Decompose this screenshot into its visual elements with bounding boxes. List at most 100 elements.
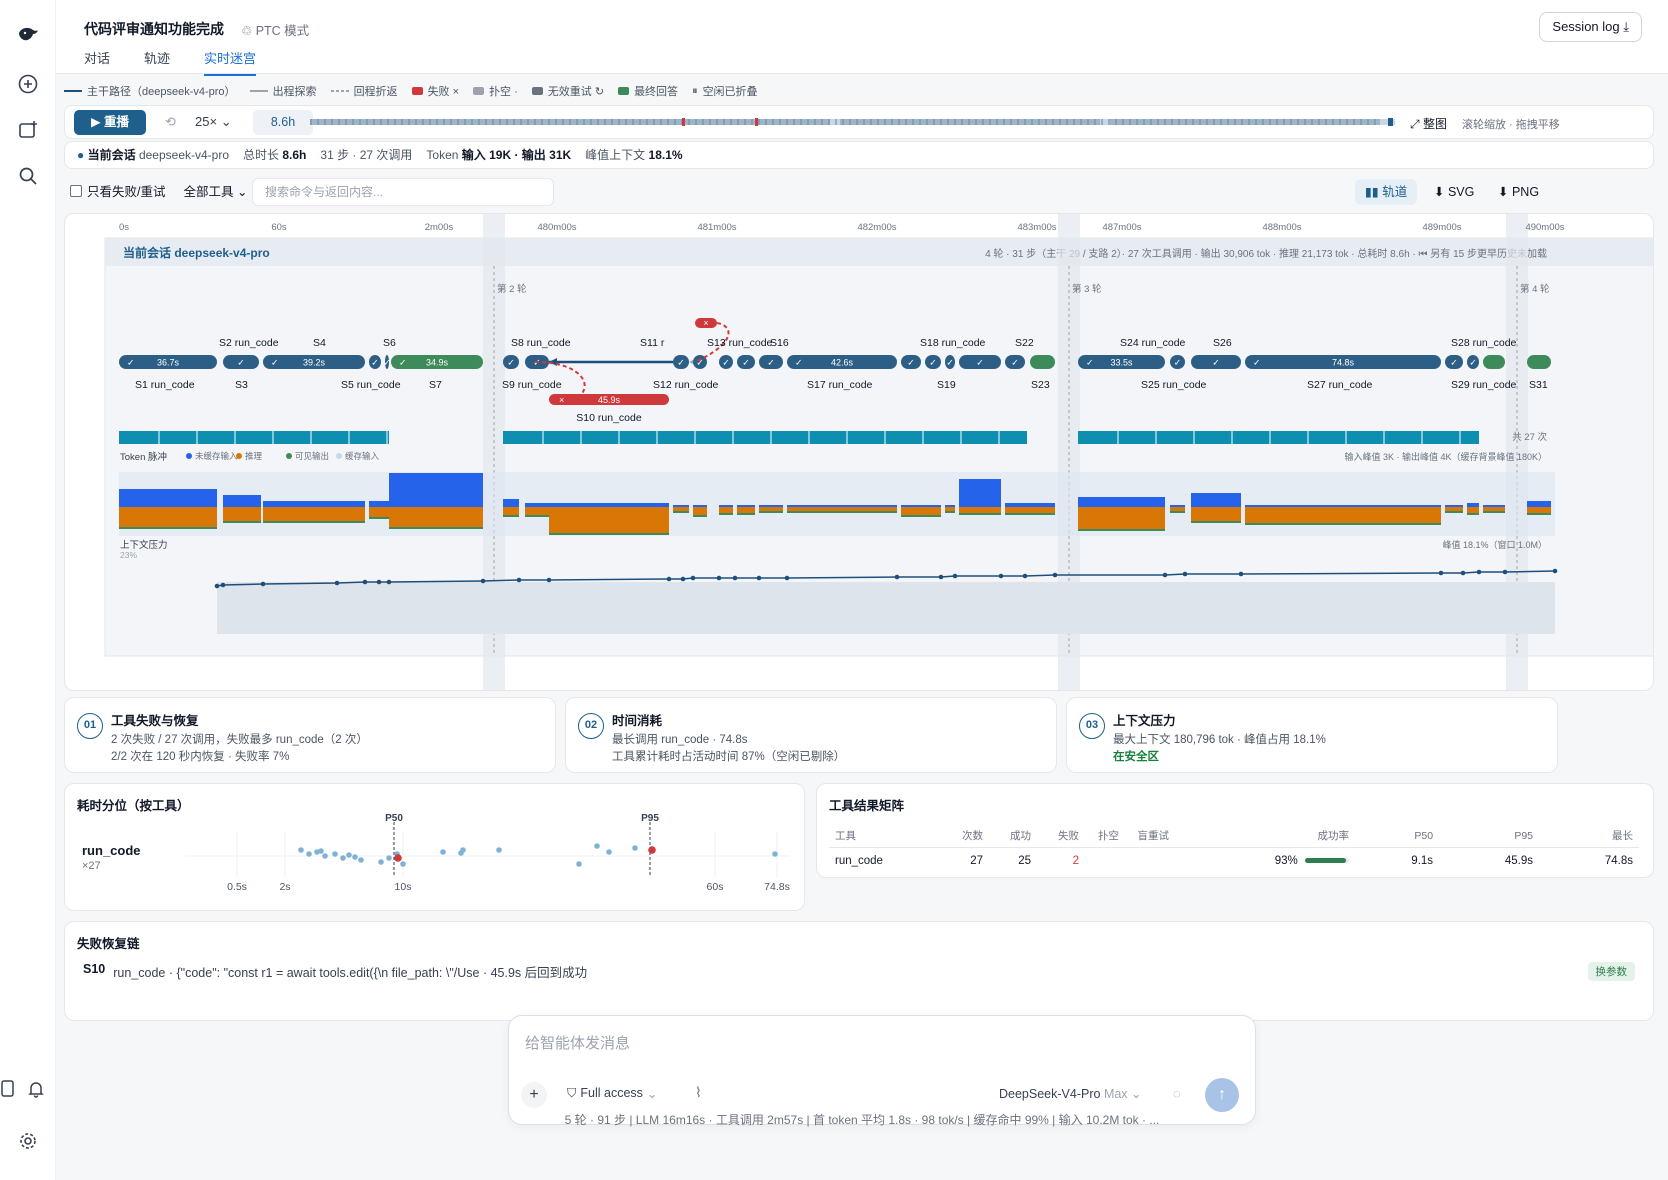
step-node[interactable]	[1005, 355, 1025, 369]
context-point	[1502, 569, 1508, 575]
step-node[interactable]	[719, 355, 733, 369]
card-title: 上下文压力	[1113, 714, 1176, 728]
step-node[interactable]	[263, 355, 365, 369]
tool-call-bar	[503, 431, 1027, 444]
context-point	[516, 577, 522, 583]
token-output-bar	[1191, 521, 1241, 523]
check-icon: ✓	[1253, 358, 1261, 368]
scrubber-tick	[660, 119, 662, 125]
recovery-item[interactable]: S10 run_code · {"code": "const r1 = awai…	[83, 962, 587, 981]
new-chat-icon[interactable]	[16, 72, 40, 96]
step-node[interactable]	[1191, 355, 1241, 369]
message-input[interactable]: 给智能体发消息	[525, 1035, 631, 1052]
session-log-button[interactable]: Session log ⤓	[1539, 12, 1642, 42]
scrubber-tick	[562, 119, 564, 125]
context-point	[680, 576, 686, 582]
model-select[interactable]: DeepSeek-V4-Pro Max ⌄	[999, 1086, 1142, 1101]
percentile-axis-label: 0.5s	[227, 881, 247, 893]
tab-conversation[interactable]: 对话	[84, 51, 111, 66]
step-count: 31 步 · 27 次调用	[320, 148, 413, 162]
matrix-header: P50	[1355, 824, 1440, 848]
step-node[interactable]	[925, 355, 941, 369]
step-node[interactable]	[945, 355, 955, 369]
step-node[interactable]	[1483, 355, 1505, 369]
step-node[interactable]	[787, 355, 897, 369]
check-icon: ✓	[371, 358, 379, 368]
step-node[interactable]	[673, 355, 689, 369]
replay-label: 重播	[104, 115, 130, 129]
scrubber-tick	[1164, 119, 1166, 125]
step-node[interactable]	[1030, 355, 1055, 369]
scrubber-handle[interactable]	[1388, 118, 1393, 126]
recovery-chain-card: 失败恢复链 S10 run_code · {"code": "const r1 …	[64, 921, 1654, 1021]
timeline-scrubber[interactable]	[310, 118, 1395, 126]
token-input-bar	[737, 505, 755, 507]
maze-canvas[interactable]: 当前会话 deepseek-v4-pro 4 轮 · 31 步（主干 29 / …	[64, 213, 1654, 691]
step-node[interactable]	[223, 355, 259, 369]
scrubber-tick	[751, 119, 753, 125]
scrubber-tick	[1185, 119, 1187, 125]
context-pressure-note: 峰值 18.1%（窗口 1.0M）	[1442, 539, 1547, 550]
tab-live-maze[interactable]: 实时迷宫	[204, 48, 257, 76]
tab-trajectory[interactable]: 轨迹	[144, 51, 171, 66]
fit-label: 整图	[1422, 117, 1447, 131]
replay-button[interactable]: ▶ 重播	[74, 110, 146, 135]
card-title: 工具失败与恢复	[111, 714, 199, 728]
search-icon[interactable]	[16, 164, 40, 188]
search-input[interactable]: 搜索命令与返回内容...	[252, 178, 554, 206]
access-select[interactable]: ⛉ Full access ⌄	[567, 1086, 657, 1101]
download-icon: ⬇	[1434, 185, 1448, 199]
only-failed-checkbox[interactable]: 只看失败/重试	[70, 181, 165, 200]
new-project-icon[interactable]	[16, 118, 40, 142]
step-node[interactable]	[1245, 355, 1441, 369]
step-node[interactable]	[737, 355, 755, 369]
scrubber-tick	[730, 119, 732, 125]
step-node[interactable]	[503, 355, 519, 369]
export-svg-button[interactable]: ⬇ SVG	[1424, 179, 1484, 205]
whale-logo-icon[interactable]	[16, 22, 40, 46]
send-button[interactable]: ↑	[1205, 1078, 1239, 1112]
step-node[interactable]	[1078, 355, 1165, 369]
loop-icon[interactable]: ⟲	[165, 114, 176, 129]
step-node[interactable]	[385, 355, 389, 369]
table-row[interactable]: run_code 27 25 2 93% 9.1s 45.9s 74.8s	[829, 848, 1639, 875]
step-node[interactable]	[1527, 355, 1551, 369]
attach-plus-button[interactable]: +	[521, 1082, 547, 1108]
step-node[interactable]	[901, 355, 921, 369]
step-node[interactable]	[119, 355, 217, 369]
bell-icon[interactable]	[24, 1077, 48, 1101]
view-trajectory-button[interactable]: ▮▮ 轨道	[1355, 179, 1418, 205]
check-icon: ✓	[507, 358, 515, 368]
left-rail	[0, 0, 56, 1180]
export-png-button[interactable]: ⬇ PNG	[1488, 179, 1549, 205]
fit-button[interactable]: ⤢ 整图	[1410, 115, 1447, 132]
paperclip-icon[interactable]: ⌇	[695, 1084, 702, 1100]
maze-legend: 主干路径（deepseek-v4-pro） 出程探索 回程折返 失败 × 扑空 …	[64, 83, 758, 99]
failed-step-node[interactable]	[695, 318, 717, 328]
step-node[interactable]	[1445, 355, 1463, 369]
step-node[interactable]	[959, 355, 1001, 369]
step-node[interactable]	[1467, 355, 1479, 369]
step-node[interactable]	[369, 355, 381, 369]
token-input-bar	[549, 503, 669, 507]
step-node[interactable]	[391, 355, 483, 369]
scrubber-tick	[954, 119, 956, 125]
tool-select[interactable]: 全部工具 ⌄	[183, 181, 247, 200]
peak-context: 峰值上下文 18.1%	[585, 142, 682, 168]
speed-select[interactable]: 25× ⌄	[195, 114, 232, 130]
scrubber-tick	[1052, 119, 1054, 125]
settings-gear-icon[interactable]	[16, 1129, 40, 1153]
maze-svg[interactable]: 当前会话 deepseek-v4-pro 4 轮 · 31 步（主干 29 / …	[65, 214, 1654, 691]
legend-item: 出程探索	[249, 83, 317, 99]
scrubber-tick	[1199, 119, 1201, 125]
percentile-axis-label: 2s	[279, 881, 290, 893]
step-node[interactable]	[759, 355, 783, 369]
checkbox-box[interactable]	[70, 184, 82, 197]
step-node[interactable]	[693, 355, 707, 369]
step-label: S18 run_code	[920, 337, 986, 349]
context-point	[1162, 572, 1168, 578]
step-node[interactable]	[1170, 355, 1185, 369]
scrubber-tick	[576, 119, 578, 125]
scrubber-tick	[807, 119, 809, 125]
document-icon[interactable]	[0, 1077, 20, 1101]
